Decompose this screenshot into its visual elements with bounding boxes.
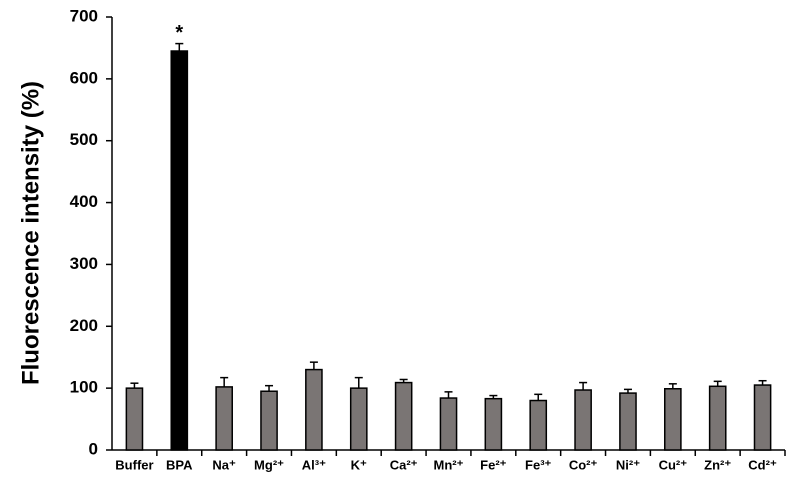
x-tick-label: Mn²⁺ xyxy=(434,457,464,472)
x-tick-label: BPA xyxy=(166,457,193,472)
bar xyxy=(439,397,458,451)
y-tick-label: 400 xyxy=(70,192,98,211)
y-axis-label: Fluorescence intensity (%) xyxy=(17,81,44,385)
bar xyxy=(529,399,548,451)
y-tick-label: 700 xyxy=(70,6,98,25)
x-tick-label: Fe²⁺ xyxy=(480,457,507,472)
x-tick-label: Cd²⁺ xyxy=(748,457,777,472)
y-tick-label: 500 xyxy=(70,130,98,149)
bar xyxy=(753,384,772,451)
x-tick-label: Zn²⁺ xyxy=(704,457,731,472)
x-tick-label: Ca²⁺ xyxy=(390,457,418,472)
annotation: * xyxy=(175,22,183,44)
y-tick-label: 300 xyxy=(70,254,98,273)
y-tick-label: 0 xyxy=(89,439,98,458)
x-tick-label: Ni²⁺ xyxy=(616,457,640,472)
bar xyxy=(260,390,278,451)
bar xyxy=(170,50,189,451)
bar xyxy=(619,392,637,451)
bar xyxy=(125,387,144,451)
x-tick-label: Buffer xyxy=(115,457,153,472)
bar xyxy=(349,387,368,451)
x-tick-label: Cu²⁺ xyxy=(659,457,688,472)
x-tick-label: K⁺ xyxy=(351,457,367,472)
y-tick-label: 200 xyxy=(70,316,98,335)
bar xyxy=(305,368,323,451)
bar xyxy=(664,388,682,451)
x-tick-label: Co²⁺ xyxy=(569,457,598,472)
y-tick-label: 600 xyxy=(70,68,98,87)
y-tick-label: 100 xyxy=(70,378,98,397)
x-tick-label: Al³⁺ xyxy=(302,457,326,472)
bar xyxy=(394,381,413,451)
bar xyxy=(484,397,503,451)
x-tick-label: Fe³⁺ xyxy=(525,457,552,472)
x-tick-label: Na⁺ xyxy=(212,457,236,472)
bar xyxy=(215,386,233,451)
x-tick-label: Mg²⁺ xyxy=(254,457,284,472)
bar xyxy=(574,389,592,451)
bar xyxy=(708,385,727,451)
